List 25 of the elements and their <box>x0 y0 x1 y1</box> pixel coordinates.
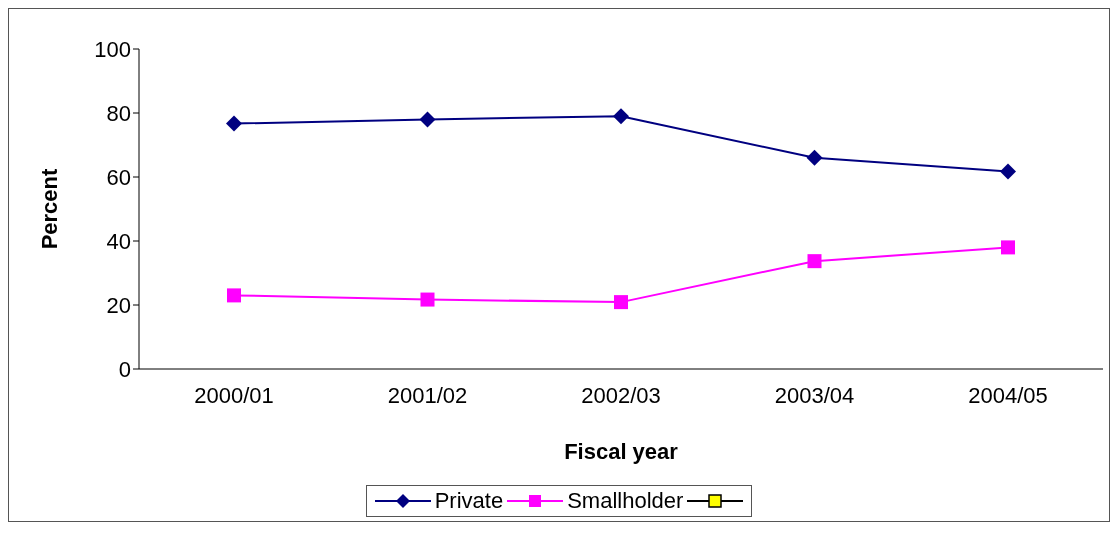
x-axis-title: Fiscal year <box>564 439 679 464</box>
legend-label: Private <box>434 488 504 514</box>
y-tick-label: 80 <box>106 100 131 126</box>
point <box>613 108 629 125</box>
x-tick-label: 2003/04 <box>774 382 855 408</box>
point <box>420 292 435 307</box>
point <box>419 111 436 128</box>
point <box>1000 163 1016 180</box>
point <box>226 115 242 132</box>
x-tick-label: 2004/05 <box>968 382 1048 408</box>
y-tick-label: 0 <box>118 356 131 382</box>
y-axis-title: Percent <box>36 167 62 250</box>
x-tick-label: 2001/02 <box>387 382 468 408</box>
y-tick-label: 100 <box>94 36 131 62</box>
legend-label: Smallholder <box>567 488 684 514</box>
point <box>227 288 241 303</box>
x-tick-label: 2002/03 <box>581 382 661 408</box>
point <box>614 295 628 310</box>
y-tick-label: 60 <box>106 164 131 190</box>
point <box>1001 240 1015 255</box>
y-tick-label: 40 <box>106 228 131 254</box>
point <box>806 149 823 166</box>
point <box>807 254 822 269</box>
y-tick-label: 20 <box>106 292 131 318</box>
x-tick-label: 2000/01 <box>194 382 274 408</box>
